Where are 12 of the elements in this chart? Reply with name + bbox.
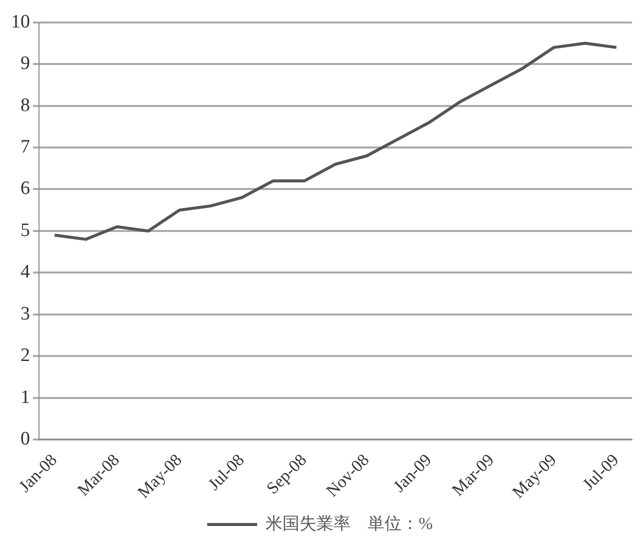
y-tick-label: 2	[20, 345, 30, 366]
y-tick-label: 10	[11, 11, 30, 32]
y-tick-label: 9	[20, 53, 30, 74]
y-tick-label: 6	[20, 178, 30, 200]
legend-label: 米国失業率 単位：%	[266, 514, 433, 533]
y-tick-label: 0	[20, 428, 30, 450]
y-tick-label: 4	[20, 262, 30, 283]
y-tick-label: 3	[20, 303, 30, 324]
y-tick-label: 7	[20, 136, 30, 158]
y-tick-label: 8	[20, 94, 30, 116]
y-tick-label: 5	[20, 220, 30, 241]
y-tick-label: 1	[20, 386, 30, 408]
